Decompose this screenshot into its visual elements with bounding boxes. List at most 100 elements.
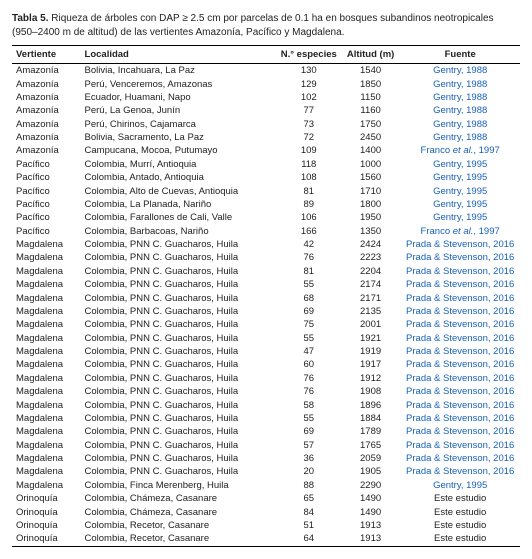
cell-localidad: Colombia, PNN C. Guacharos, Huila xyxy=(81,318,277,331)
cell-altitud: 1000 xyxy=(341,158,401,171)
source-link[interactable]: Gentry, 1988 xyxy=(433,92,487,103)
cell-altitud: 1560 xyxy=(341,171,401,184)
cell-fuente: Prada & Stevenson, 2016 xyxy=(400,265,520,278)
table-row: MagdalenaColombia, PNN C. Guacharos, Hui… xyxy=(12,305,520,318)
source-link[interactable]: Prada & Stevenson, 2016 xyxy=(406,266,514,277)
source-link[interactable]: Gentry, 1988 xyxy=(433,105,487,116)
source-link[interactable]: Gentry, 1995 xyxy=(433,186,487,197)
cell-n-especies: 130 xyxy=(277,64,341,78)
cell-vertiente: Magdalena xyxy=(12,251,81,264)
cell-localidad: Colombia, Recetor, Casanare xyxy=(81,532,277,546)
cell-vertiente: Magdalena xyxy=(12,425,81,438)
cell-fuente: Prada & Stevenson, 2016 xyxy=(400,385,520,398)
cell-n-especies: 129 xyxy=(277,77,341,90)
source-link[interactable]: Gentry, 1995 xyxy=(433,480,487,491)
source-link[interactable]: Prada & Stevenson, 2016 xyxy=(406,373,514,384)
cell-n-especies: 88 xyxy=(277,479,341,492)
cell-n-especies: 118 xyxy=(277,158,341,171)
source-link[interactable]: Prada & Stevenson, 2016 xyxy=(406,440,514,451)
cell-vertiente: Pacífico xyxy=(12,158,81,171)
cell-localidad: Colombia, PNN C. Guacharos, Huila xyxy=(81,305,277,318)
source-link[interactable]: Gentry, 1995 xyxy=(433,199,487,210)
table-row: AmazoníaEcuador, Huamani, Napo1021150Gen… xyxy=(12,91,520,104)
cell-localidad: Colombia, PNN C. Guacharos, Huila xyxy=(81,251,277,264)
cell-altitud: 2450 xyxy=(341,131,401,144)
cell-fuente: Este estudio xyxy=(400,492,520,505)
source-link[interactable]: Prada & Stevenson, 2016 xyxy=(406,252,514,263)
source-link[interactable]: Prada & Stevenson, 2016 xyxy=(406,306,514,317)
source-link[interactable]: Prada & Stevenson, 2016 xyxy=(406,453,514,464)
source-link[interactable]: Franco et al., 1997 xyxy=(421,226,500,237)
cell-fuente: Gentry, 1995 xyxy=(400,158,520,171)
cell-localidad: Colombia, PNN C. Guacharos, Huila xyxy=(81,412,277,425)
table-row: AmazoníaCampucana, Mocoa, Putumayo109140… xyxy=(12,144,520,157)
table-caption: Tabla 5. Riqueza de árboles con DAP ≥ 2.… xyxy=(12,12,520,39)
cell-localidad: Colombia, Recetor, Casanare xyxy=(81,519,277,532)
cell-altitud: 1490 xyxy=(341,505,401,518)
source-link[interactable]: Gentry, 1988 xyxy=(433,79,487,90)
etal-text: et al. xyxy=(453,145,474,156)
col-vertiente: Vertiente xyxy=(12,46,81,64)
cell-fuente: Gentry, 1995 xyxy=(400,479,520,492)
cell-vertiente: Magdalena xyxy=(12,265,81,278)
cell-localidad: Colombia, Chámeza, Casanare xyxy=(81,505,277,518)
cell-fuente: Prada & Stevenson, 2016 xyxy=(400,251,520,264)
cell-fuente: Prada & Stevenson, 2016 xyxy=(400,412,520,425)
cell-n-especies: 68 xyxy=(277,291,341,304)
cell-localidad: Perú, La Genoa, Junín xyxy=(81,104,277,117)
cell-vertiente: Magdalena xyxy=(12,345,81,358)
source-link[interactable]: Prada & Stevenson, 2016 xyxy=(406,319,514,330)
source-link[interactable]: Prada & Stevenson, 2016 xyxy=(406,386,514,397)
cell-localidad: Colombia, PNN C. Guacharos, Huila xyxy=(81,278,277,291)
cell-fuente: Gentry, 1995 xyxy=(400,171,520,184)
cell-altitud: 2424 xyxy=(341,238,401,251)
cell-localidad: Colombia, PNN C. Guacharos, Huila xyxy=(81,385,277,398)
cell-fuente: Gentry, 1988 xyxy=(400,118,520,131)
cell-n-especies: 76 xyxy=(277,372,341,385)
source-link[interactable]: Prada & Stevenson, 2016 xyxy=(406,426,514,437)
cell-vertiente: Amazonía xyxy=(12,77,81,90)
source-link[interactable]: Prada & Stevenson, 2016 xyxy=(406,293,514,304)
cell-fuente: Gentry, 1995 xyxy=(400,184,520,197)
source-link[interactable]: Franco et al., 1997 xyxy=(421,145,500,156)
cell-n-especies: 57 xyxy=(277,439,341,452)
table-row: MagdalenaColombia, PNN C. Guacharos, Hui… xyxy=(12,251,520,264)
cell-localidad: Perú, Chirinos, Cajamarca xyxy=(81,118,277,131)
source-link[interactable]: Gentry, 1988 xyxy=(433,132,487,143)
cell-fuente: Este estudio xyxy=(400,532,520,546)
cell-vertiente: Orinoquía xyxy=(12,492,81,505)
source-link[interactable]: Gentry, 1988 xyxy=(433,119,487,130)
source-link[interactable]: Gentry, 1995 xyxy=(433,159,487,170)
source-link[interactable]: Gentry, 1995 xyxy=(433,172,487,183)
table-row: PacíficoColombia, Barbacoas, Nariño16613… xyxy=(12,225,520,238)
cell-localidad: Colombia, Murrí, Antioquia xyxy=(81,158,277,171)
source-link[interactable]: Prada & Stevenson, 2016 xyxy=(406,333,514,344)
source-link[interactable]: Prada & Stevenson, 2016 xyxy=(406,359,514,370)
cell-vertiente: Pacífico xyxy=(12,211,81,224)
cell-n-especies: 108 xyxy=(277,171,341,184)
cell-localidad: Colombia, PNN C. Guacharos, Huila xyxy=(81,265,277,278)
cell-altitud: 2204 xyxy=(341,265,401,278)
cell-n-especies: 51 xyxy=(277,519,341,532)
cell-n-especies: 84 xyxy=(277,505,341,518)
cell-altitud: 1913 xyxy=(341,532,401,546)
cell-altitud: 1912 xyxy=(341,372,401,385)
source-link[interactable]: Prada & Stevenson, 2016 xyxy=(406,239,514,250)
cell-fuente: Prada & Stevenson, 2016 xyxy=(400,439,520,452)
source-link[interactable]: Gentry, 1995 xyxy=(433,212,487,223)
table-row: MagdalenaColombia, PNN C. Guacharos, Hui… xyxy=(12,465,520,478)
source-link[interactable]: Prada & Stevenson, 2016 xyxy=(406,279,514,290)
cell-altitud: 1490 xyxy=(341,492,401,505)
cell-vertiente: Orinoquía xyxy=(12,505,81,518)
source-link[interactable]: Gentry, 1988 xyxy=(433,65,487,76)
source-link[interactable]: Prada & Stevenson, 2016 xyxy=(406,400,514,411)
cell-localidad: Colombia, Finca Merenberg, Huila xyxy=(81,479,277,492)
table-row: PacíficoColombia, Farallones de Cali, Va… xyxy=(12,211,520,224)
source-link[interactable]: Prada & Stevenson, 2016 xyxy=(406,466,514,477)
cell-altitud: 2135 xyxy=(341,305,401,318)
table-row: PacíficoColombia, Alto de Cuevas, Antioq… xyxy=(12,184,520,197)
cell-fuente: Prada & Stevenson, 2016 xyxy=(400,425,520,438)
cell-localidad: Colombia, PNN C. Guacharos, Huila xyxy=(81,372,277,385)
source-link[interactable]: Prada & Stevenson, 2016 xyxy=(406,346,514,357)
source-link[interactable]: Prada & Stevenson, 2016 xyxy=(406,413,514,424)
